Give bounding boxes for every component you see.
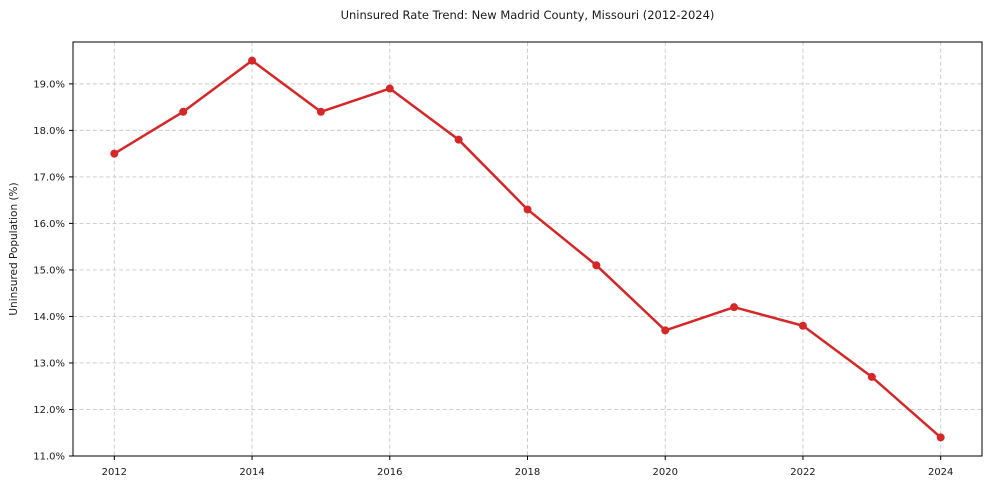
- x-tick-label: 2016: [377, 467, 402, 478]
- x-tick-label: 2014: [239, 467, 264, 478]
- data-point: [523, 205, 532, 214]
- x-tick-label: 2020: [653, 467, 678, 478]
- data-point: [316, 107, 325, 116]
- y-tick-label: 12.0%: [33, 405, 65, 416]
- y-tick-label: 19.0%: [33, 79, 65, 90]
- data-point: [798, 321, 807, 330]
- data-point: [867, 372, 876, 381]
- y-tick-label: 14.0%: [33, 312, 65, 323]
- x-tick-label: 2012: [102, 467, 127, 478]
- data-point: [248, 56, 257, 65]
- data-point: [385, 84, 394, 93]
- data-point: [110, 149, 119, 158]
- data-point: [592, 261, 601, 270]
- y-tick-label: 16.0%: [33, 219, 65, 230]
- data-point: [661, 326, 670, 335]
- x-tick-label: 2022: [790, 467, 815, 478]
- chart-title: Uninsured Rate Trend: New Madrid County,…: [340, 8, 715, 22]
- x-tick-label: 2018: [515, 467, 540, 478]
- data-point: [179, 107, 188, 116]
- y-tick-label: 13.0%: [33, 358, 65, 369]
- y-tick-label: 11.0%: [33, 452, 65, 463]
- data-point: [936, 433, 945, 442]
- y-tick-label: 18.0%: [33, 126, 65, 137]
- data-point: [730, 303, 739, 312]
- data-point: [454, 135, 463, 144]
- y-tick-label: 17.0%: [33, 172, 65, 183]
- y-tick-label: 15.0%: [33, 265, 65, 276]
- x-tick-label: 2024: [928, 467, 953, 478]
